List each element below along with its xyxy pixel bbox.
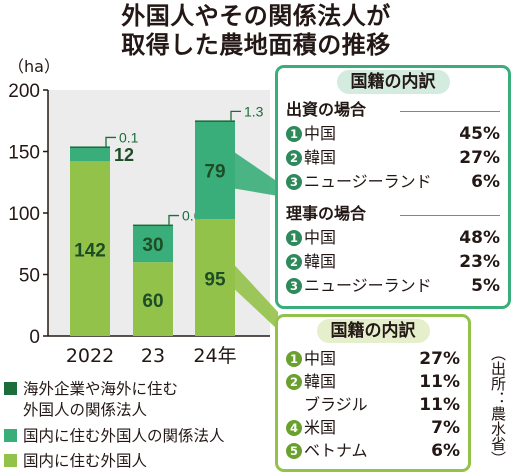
country-name: ベトナム — [304, 441, 368, 460]
share-value: 11% — [419, 372, 460, 392]
y-tick-label-150: 150 — [8, 143, 40, 164]
country-name: ブラジル — [304, 395, 368, 414]
share-value: 48% — [459, 228, 500, 248]
country-name: 韓国 — [304, 372, 337, 391]
rank-4-badge: 4 — [286, 420, 302, 436]
director-heading: 理事の場合 — [286, 204, 367, 223]
bar-label-2022-domestic-resident: 142 — [74, 241, 106, 262]
share-value: 27% — [419, 349, 460, 369]
bar-23-domestic-corp — [133, 225, 173, 263]
country-name: ニュージーランド — [304, 276, 432, 295]
legend-label-overseas-corp-line2: 外国人の関係法人 — [23, 401, 148, 419]
y-tick-label-100: 100 — [8, 204, 40, 225]
investment-heading-rule — [400, 111, 500, 112]
y-tick-label-200: 200 — [8, 81, 40, 102]
investment-heading: 出資の場合 — [286, 100, 367, 119]
leader-24年 — [230, 110, 241, 121]
rank-2-badge: 2 — [286, 150, 302, 166]
bar-24年-domestic-corp — [195, 121, 235, 220]
nationality-breakdown-corporate-panel: 国籍の内訳 出資の場合 1 中国 45% 2 韓国 27% 3 ニュージーランド 6%… — [275, 65, 511, 309]
individual-row-2: 2 韓国 11% — [286, 372, 460, 392]
bar-label-24年-domestic-corp: 79 — [204, 162, 225, 183]
rank-3-badge: 3 — [286, 278, 302, 294]
bar-label-23-domestic-corp: 30 — [142, 235, 163, 256]
share-value: 27% — [459, 148, 500, 168]
title-line-2: 取得した農地面積の推移 — [121, 31, 391, 59]
bar-label-2022-overseas-corp: 0.1 — [119, 129, 139, 145]
country-name: ニュージーランド — [304, 172, 432, 191]
investment-row-3: 3 ニュージーランド 6% — [286, 172, 500, 192]
individual-row-5: 5 ベトナム 6% — [286, 441, 460, 461]
legend-label-domestic-corp: 国内に住む外国人の関係法人 — [23, 427, 225, 445]
panel-bottom-title: 国籍の内訳 — [278, 319, 468, 343]
x-tick-label-23: 23 — [141, 345, 165, 367]
x-tick-label-24年: 24年 — [193, 345, 236, 367]
bar-2022-overseas-corp — [70, 146, 110, 148]
bar-label-24年-domestic-resident: 95 — [204, 270, 226, 291]
rank-2-badge: 2 — [286, 254, 302, 270]
share-value: 5% — [471, 276, 500, 296]
connector-to-individual-panel — [235, 265, 278, 330]
share-value: 6% — [471, 172, 500, 192]
investment-row-1: 1 中国 45% — [286, 124, 500, 144]
y-unit-label: （ha） — [8, 57, 60, 76]
leader-23 — [168, 214, 179, 225]
director-row-1: 1 中国 48% — [286, 228, 500, 248]
country-name: 中国 — [304, 349, 337, 368]
bar-24年-domestic-resident — [195, 219, 235, 336]
rank-1-badge: 1 — [286, 351, 302, 367]
share-value: 45% — [459, 124, 500, 144]
director-row-2: 2 韓国 23% — [286, 252, 500, 272]
rank-3-badge: 3 — [286, 174, 302, 190]
title-line-1: 外国人やその関係法人が — [121, 2, 391, 30]
share-value: 6% — [431, 441, 460, 461]
director-heading-rule — [400, 215, 500, 216]
share-value: 23% — [459, 252, 500, 272]
bar-label-2022-domestic-corp: 12 — [114, 145, 134, 165]
legend-label-overseas-corp-line1: 海外企業や海外に住む — [23, 380, 179, 398]
source-note: （出所：農水省） — [489, 346, 507, 466]
rank-5-badge: 5 — [286, 443, 302, 459]
bar-label-24年-overseas-corp: 1.3 — [244, 103, 264, 119]
director-row-3: 3 ニュージーランド 5% — [286, 276, 500, 296]
y-tick-label-50: 50 — [19, 266, 40, 287]
chart-title: 外国人やその関係法人が 取得した農地面積の推移 — [0, 2, 512, 60]
bar-2022-domestic-corp — [70, 146, 110, 162]
investment-row-2: 2 韓国 27% — [286, 148, 500, 168]
leader-2022 — [105, 136, 116, 147]
country-name: 中国 — [304, 228, 337, 247]
bar-2022-domestic-resident — [70, 161, 110, 336]
legend-swatch-overseas-corp — [4, 382, 17, 395]
x-tick-label-2022: 2022 — [66, 345, 114, 367]
bar-label-23-domestic-resident: 60 — [142, 291, 163, 312]
individual-row-1: 1 中国 27% — [286, 349, 460, 369]
individual-row-4: 4 米国 7% — [286, 418, 460, 438]
share-value: 11% — [419, 395, 460, 415]
bar-24年-overseas-corp — [195, 120, 235, 122]
legend-swatch-domestic-resident — [4, 454, 17, 467]
panel-top-title: 国籍の内訳 — [278, 70, 508, 94]
connector-to-corporate-panel — [235, 152, 278, 196]
country-name: 韓国 — [304, 252, 337, 271]
bar-23-overseas-corp — [133, 224, 173, 227]
individual-row-3: ブラジル 11% — [286, 395, 460, 415]
share-value: 7% — [431, 418, 460, 438]
country-name: 韓国 — [304, 148, 337, 167]
country-name: 米国 — [304, 418, 337, 437]
bar-23-domestic-resident — [133, 262, 173, 336]
country-name: 中国 — [304, 124, 337, 143]
rank-2-badge: 2 — [286, 374, 302, 390]
legend-swatch-domestic-corp — [4, 429, 17, 442]
rank-1-badge: 1 — [286, 126, 302, 142]
legend-label-domestic-resident: 国内に住む外国人 — [23, 452, 148, 470]
y-tick-label-0: 0 — [29, 327, 40, 348]
rank-1-badge: 1 — [286, 230, 302, 246]
